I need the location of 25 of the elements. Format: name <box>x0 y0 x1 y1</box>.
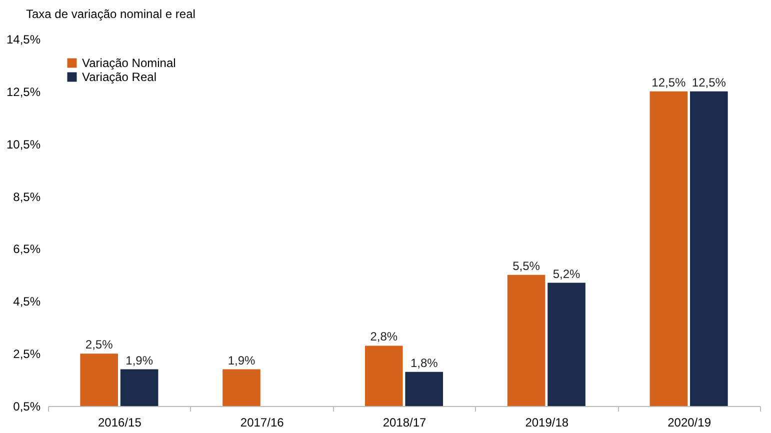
data-label: 12,5% <box>692 75 726 90</box>
x-tick-label: 2017/16 <box>240 416 284 430</box>
x-tick-label: 2019/18 <box>525 416 569 430</box>
data-label: 1,9% <box>228 353 256 368</box>
data-label: 5,2% <box>552 266 581 281</box>
chart-title: Taxa de variação nominal e real <box>26 7 196 21</box>
y-tick-label: 12,5% <box>6 84 41 99</box>
data-label: 1,9% <box>126 353 154 368</box>
x-tick-label: 2018/17 <box>382 416 427 430</box>
legend-label: Variação Nominal <box>82 56 176 70</box>
y-tick-label: 14,5% <box>6 32 41 46</box>
y-tick-label: 2,5% <box>13 347 41 362</box>
data-label: 1,8% <box>410 356 438 370</box>
data-label: 2,5% <box>85 338 114 352</box>
legend-label: Variação Real <box>82 70 156 84</box>
data-label: 12,5% <box>652 75 686 90</box>
y-tick-label: 8,5% <box>13 190 41 204</box>
y-tick-label: 6,5% <box>13 242 41 256</box>
x-tick-label: 2020/19 <box>668 416 712 430</box>
data-label: 2,8% <box>370 330 398 344</box>
y-tick-label: 0,5% <box>13 400 41 414</box>
y-tick-label: 10,5% <box>6 137 41 152</box>
y-tick-label: 4,5% <box>13 294 41 309</box>
x-tick-label: 2016/15 <box>98 416 142 430</box>
data-label: 5,5% <box>512 258 540 273</box>
